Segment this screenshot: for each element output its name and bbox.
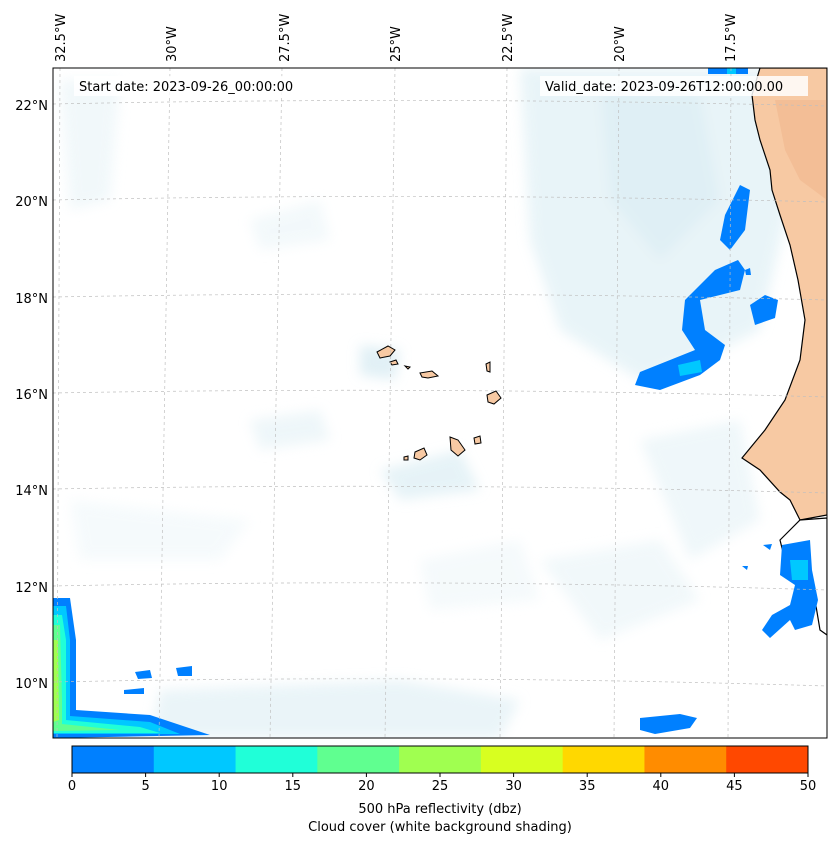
colorbar-label-line1: 500 hPa reflectivity (dbz) [358,802,521,817]
colorbar-tick-label: 40 [653,779,670,794]
colorbar-segment [480,746,564,773]
lat-label: 20°N [15,195,48,210]
lat-label: 12°N [15,581,48,596]
reflectivity-contours-cyan [678,68,808,580]
longitude-labels: 32.5°W 30°W 27.5°W 25°W 22.5°W 20°W 17.5… [54,14,739,62]
colorbar-segment [726,746,809,773]
colorbar-segment [72,746,155,773]
southwest-reflectivity [53,598,210,738]
lat-label: 10°N [15,677,48,692]
colorbar-segment [644,746,727,773]
colorbar-tick-label: 15 [285,779,302,794]
cloud-cover-shading [60,68,790,738]
lon-label: 20°W [613,26,628,62]
colorbar-tick-label: 20 [358,779,375,794]
africa-land-inner-shade [775,100,827,200]
lon-label: 30°W [165,26,180,62]
colorbar-tick-label: 5 [141,779,149,794]
lon-label: 22.5°W [501,14,516,62]
colorbar-tick-label: 50 [800,779,817,794]
colorbar-segment [317,746,400,773]
lon-label: 27.5°W [278,14,293,62]
lat-label: 22°N [15,99,48,114]
start-date-label: Start date: 2023-09-26_00:00:00 [79,80,293,95]
colorbar-label-line2: Cloud cover (white background shading) [308,820,572,835]
colorbar-segment [153,746,237,773]
colorbar-segment [562,746,645,773]
colorbar-tick-label: 35 [579,779,596,794]
lon-label: 25°W [389,26,404,62]
colorbar-tick-label: 30 [505,779,522,794]
lon-label: 17.5°W [724,14,739,62]
colorbar-tick-label: 0 [68,779,76,794]
latitude-labels: 22°N 20°N 18°N 16°N 14°N 12°N 10°N [15,99,48,692]
colorbar-tick-label: 10 [211,779,228,794]
map-frame [52,67,828,739]
lat-label: 14°N [15,484,48,499]
cape-verde-islands [376,345,502,461]
colorbar: 0 5 10 15 20 25 30 35 40 45 50 [68,745,817,794]
lon-label: 32.5°W [54,14,69,62]
colorbar-segment [399,746,482,773]
map-content [53,68,827,738]
graticule [53,68,827,738]
lat-label: 16°N [15,388,48,403]
colorbar-tick-label: 45 [726,779,743,794]
colorbar-segment [235,746,318,773]
colorbar-tick-label: 25 [432,779,449,794]
lat-label: 18°N [15,292,48,307]
valid-date-label: Valid_date: 2023-09-26T12:00:00.00 [545,80,783,95]
